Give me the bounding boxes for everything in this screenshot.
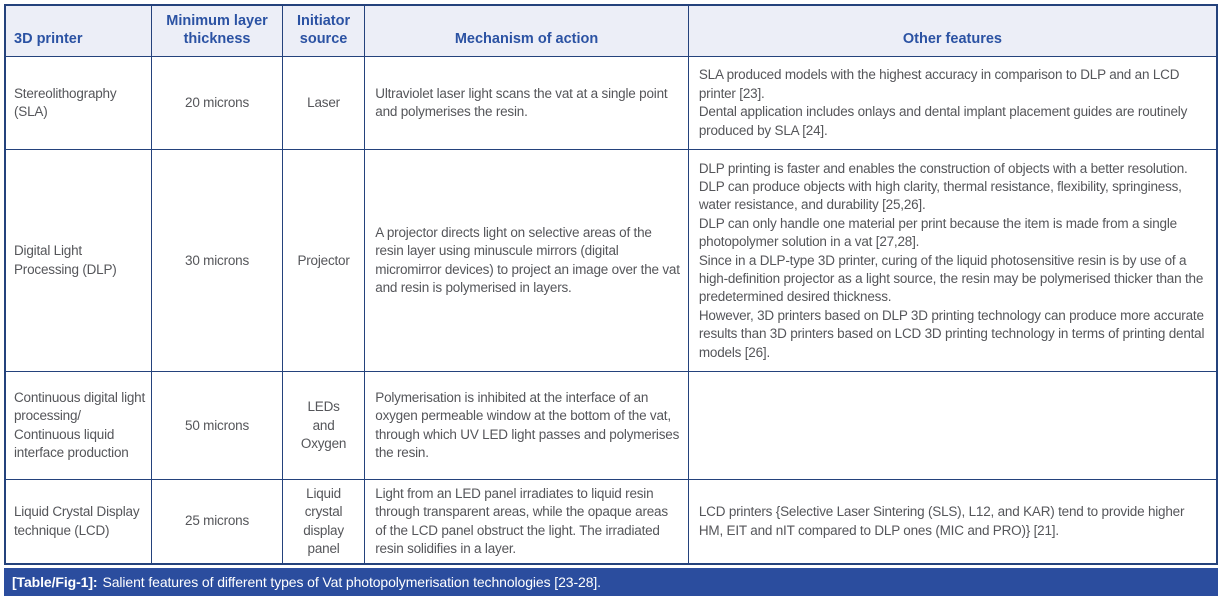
thickness-cell: 25 microns (151, 479, 283, 565)
header-row: 3D printer Minimum layer thickness Initi… (4, 4, 1218, 58)
mechanism-cell: A projector directs light on selective a… (364, 149, 689, 373)
thickness-cell: 30 microns (151, 149, 283, 373)
table-row-clip: Continuous digital light processing/ Con… (4, 371, 1218, 481)
initiator-cell: Laser (281, 56, 366, 151)
header-mechanism-of-action: Mechanism of action (364, 4, 689, 58)
thickness-cell: 20 microns (151, 56, 283, 151)
printer-name-cell: Liquid Crystal Display technique (LCD) (4, 479, 153, 565)
mechanism-cell: Ultraviolet laser light scans the vat at… (364, 56, 689, 151)
table-caption-bar: [Table/Fig-1]: Salient features of diffe… (4, 567, 1218, 596)
header-other-features: Other features (687, 4, 1218, 58)
printer-name-cell: Stereolithography (SLA) (4, 56, 153, 151)
thickness-cell: 50 microns (151, 371, 283, 481)
mechanism-cell: Light from an LED panel irradiates to li… (364, 479, 689, 565)
printer-name-cell: Digital Light Processing (DLP) (4, 149, 153, 373)
table-caption-text: Salient features of different types of V… (102, 573, 601, 590)
header-initiator-source: Initiator source (281, 4, 366, 58)
initiator-cell: Projector (281, 149, 366, 373)
table-caption-label: [Table/Fig-1]: (12, 573, 98, 590)
initiator-cell: LEDs and Oxygen (281, 371, 366, 481)
printer-name-cell: Continuous digital light processing/ Con… (4, 371, 153, 481)
vat-photopolymerisation-table: 3D printer Minimum layer thickness Initi… (4, 4, 1218, 565)
mechanism-cell: Polymerisation is inhibited at the inter… (364, 371, 689, 481)
table-row-dlp: Digital Light Processing (DLP) 30 micron… (4, 149, 1218, 373)
header-min-layer-thickness: Minimum layer thickness (151, 4, 283, 58)
features-cell (687, 371, 1218, 481)
initiator-cell: Liquid crystal display panel (281, 479, 366, 565)
header-3d-printer: 3D printer (4, 4, 153, 58)
table-row-lcd: Liquid Crystal Display technique (LCD) 2… (4, 479, 1218, 565)
table-row-sla: Stereolithography (SLA) 20 microns Laser… (4, 56, 1218, 151)
features-cell: DLP printing is faster and enables the c… (687, 149, 1218, 373)
features-cell: SLA produced models with the highest acc… (687, 56, 1218, 151)
features-cell: LCD printers {Selective Laser Sintering … (687, 479, 1218, 565)
